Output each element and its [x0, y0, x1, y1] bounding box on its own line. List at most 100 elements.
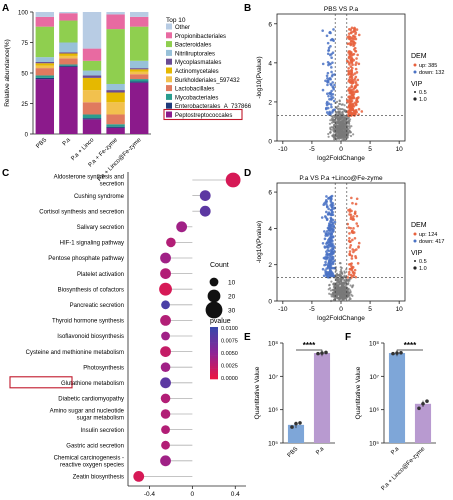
- volcano-point-up: [353, 85, 357, 88]
- a-bar-segment: [106, 29, 125, 84]
- volcano-point-ns: [336, 129, 339, 132]
- volcano-point-down: [331, 38, 335, 42]
- volcano-point-down: [327, 249, 331, 253]
- volcano-point-up: [352, 215, 355, 218]
- volcano-point-ns: [341, 298, 344, 302]
- bar-y-tick-label: 10⁸: [268, 341, 278, 348]
- volcano-point-up: [356, 78, 360, 82]
- volcano-point-ns: [329, 299, 332, 303]
- bar-point: [298, 421, 302, 425]
- volcano-point-down: [328, 239, 332, 243]
- volcano-x-axis-title: log2FoldChange: [317, 155, 365, 162]
- a-bar-segment: [35, 68, 55, 76]
- volcano-point-ns: [327, 135, 330, 138]
- volcano-point-ns: [336, 284, 339, 288]
- volcano-point-down: [326, 106, 330, 110]
- bar-y-tick-label: 10⁷: [369, 374, 379, 381]
- volcano-point-down: [325, 100, 329, 104]
- a-bar-segment: [82, 75, 102, 78]
- volcano-point-down: [326, 77, 329, 80]
- volcano-point-ns: [349, 289, 352, 292]
- volcano-point-up: [352, 103, 355, 106]
- volcano-point-up: [351, 112, 355, 116]
- volcano-point-down: [329, 103, 333, 106]
- bar-x-tick-label: P.a: [315, 446, 326, 457]
- a-legend-label: Mycobacteriales: [175, 95, 218, 101]
- a-legend-label: Mycoplasmatales: [175, 60, 221, 66]
- a-bar-segment: [35, 12, 55, 17]
- volcano-point-ns: [335, 126, 338, 129]
- volcano-point-up: [348, 210, 352, 213]
- volcano-y-tick-label: 4: [268, 60, 272, 67]
- a-legend-swatch: [166, 49, 172, 56]
- volcano-point-ns: [336, 121, 339, 125]
- volcano-point-down: [326, 255, 330, 259]
- volcano-point-ns: [337, 281, 341, 284]
- volcano-point-ns: [344, 138, 347, 141]
- c-color-legend-bar: [210, 334, 218, 338]
- a-x-tick-label: P.a + Linco: [70, 137, 96, 163]
- volcano-point-down: [332, 87, 335, 91]
- c-category-label: Glutathione metabolism: [61, 381, 124, 387]
- panel-label-c: C: [2, 168, 9, 179]
- volcano-point-down: [329, 113, 332, 116]
- volcano-point-up: [351, 218, 354, 221]
- volcano-point-ns: [341, 116, 344, 120]
- a-bar-segment: [106, 127, 125, 134]
- volcano-legend-down: down: 417: [419, 239, 444, 245]
- volcano-point-down: [321, 29, 324, 32]
- volcano-point-down: [327, 224, 331, 227]
- volcano-point-ns: [348, 124, 351, 128]
- volcano-point-ns: [337, 135, 340, 138]
- volcano-point-up: [354, 275, 358, 279]
- c-point: [160, 377, 171, 389]
- c-point: [159, 282, 172, 296]
- volcano-point-up: [352, 227, 355, 230]
- a-bar-segment: [35, 79, 55, 134]
- volcano-point-up: [350, 254, 354, 258]
- a-bar-segment: [129, 82, 149, 134]
- volcano-point-up: [345, 99, 349, 102]
- volcano-point-down: [326, 83, 329, 87]
- bar-point: [290, 425, 294, 429]
- bar-point: [391, 351, 395, 356]
- c-color-legend-label: 0.0050: [221, 351, 238, 357]
- bar-y-tick-label: 10⁸: [369, 341, 379, 348]
- volcano-point-up: [348, 250, 352, 253]
- volcano-point-ns: [340, 96, 343, 99]
- volcano-point-down: [331, 61, 334, 64]
- c-point: [160, 409, 171, 419]
- volcano-point-ns: [338, 129, 341, 132]
- volcano-point-down: [330, 218, 333, 221]
- c-category-label: Chemical carcinogenesis -: [54, 456, 124, 462]
- volcano-y-axis-title: -log10(Pvalue): [256, 221, 263, 263]
- volcano-point-down: [331, 257, 335, 261]
- c-category-label: Cysteine and methionine metabolism: [26, 350, 124, 356]
- volcano-point-up: [353, 29, 357, 33]
- c-x-tick-label: -0.4: [144, 491, 156, 498]
- c-highlight-box: [9, 376, 73, 389]
- volcano-point-up: [356, 262, 360, 265]
- volcano-point-ns: [348, 122, 351, 126]
- a-bar-segment: [59, 65, 78, 67]
- bar-y-tick-label: 10⁷: [268, 374, 278, 381]
- volcano-point-ns: [338, 274, 341, 277]
- volcano-point-ns: [332, 282, 335, 286]
- a-legend-label: Nitriliruptorales: [175, 51, 215, 57]
- c-color-legend-bar: [210, 371, 218, 375]
- volcano-point-down: [331, 204, 335, 207]
- volcano-point-ns: [338, 286, 341, 290]
- volcano-legend-down-dot: [413, 239, 417, 243]
- a-bar-segment: [35, 57, 55, 63]
- volcano-point-down: [324, 79, 327, 83]
- volcano-point-up: [355, 61, 358, 64]
- volcano-point-ns: [351, 285, 354, 288]
- bar-x-tick-label: PBS: [287, 446, 300, 459]
- volcano-point-down: [326, 52, 330, 56]
- bar-point: [399, 350, 403, 355]
- volcano-point-down: [331, 213, 335, 217]
- a-legend-swatch: [166, 85, 172, 92]
- volcano-point-up: [355, 197, 359, 201]
- volcano-point-up: [351, 80, 355, 84]
- volcano-point-up: [353, 110, 357, 114]
